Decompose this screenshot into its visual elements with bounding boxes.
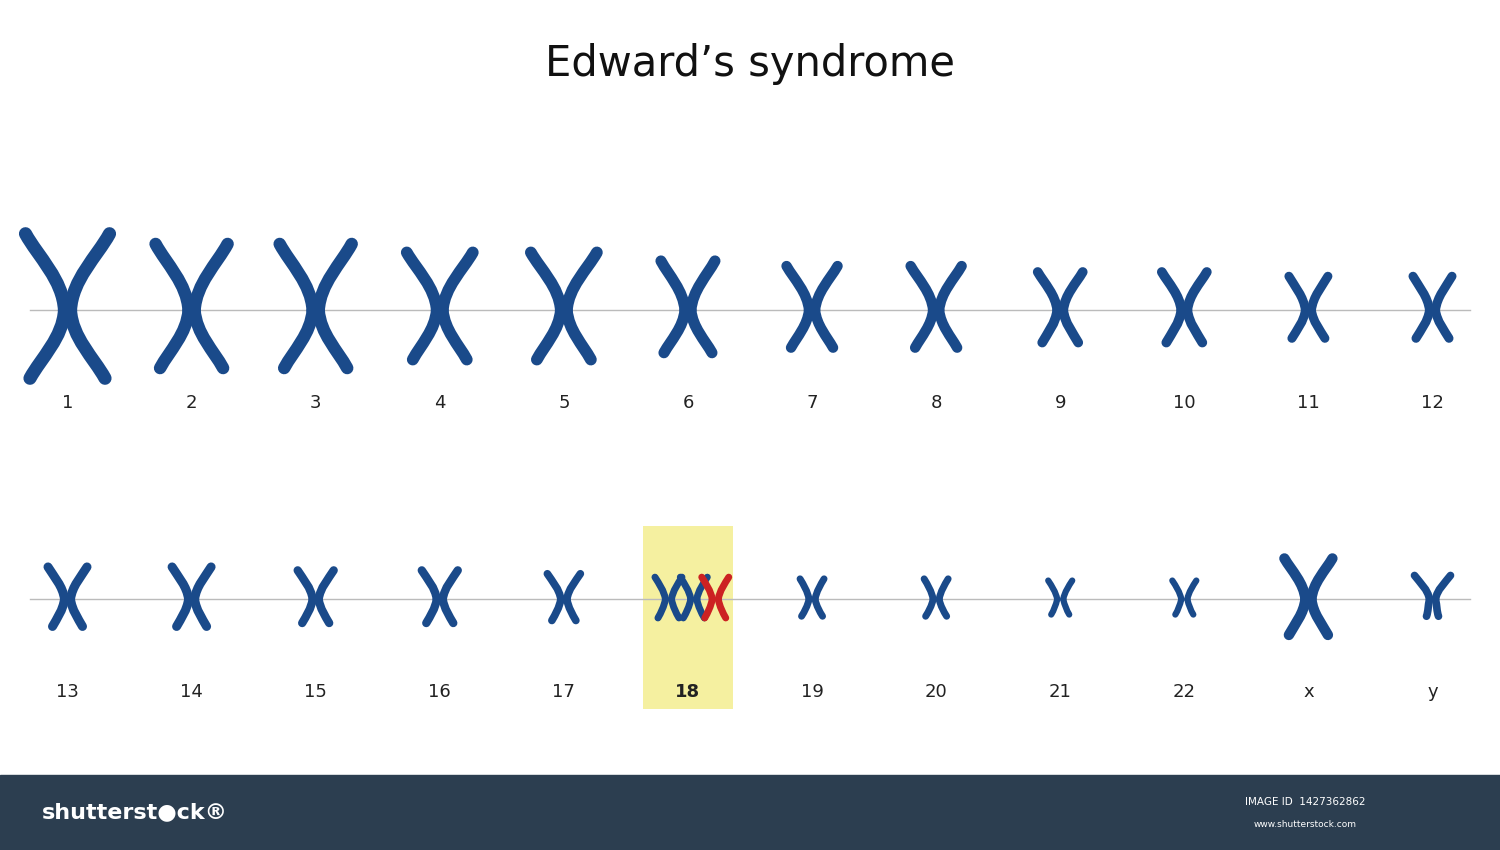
Text: 7: 7 <box>807 394 818 411</box>
Text: Edward’s syndrome: Edward’s syndrome <box>544 42 956 85</box>
Text: 18: 18 <box>675 683 700 700</box>
Text: 19: 19 <box>801 683 824 700</box>
Text: 22: 22 <box>1173 683 1196 700</box>
Text: 5: 5 <box>558 394 570 411</box>
Bar <box>0 775 1500 850</box>
Text: 12: 12 <box>1420 394 1444 411</box>
Text: 20: 20 <box>926 683 948 700</box>
Text: 13: 13 <box>56 683 80 700</box>
Text: 21: 21 <box>1048 683 1071 700</box>
Text: 14: 14 <box>180 683 203 700</box>
Text: 1: 1 <box>62 394 74 411</box>
Text: 6: 6 <box>682 394 693 411</box>
Text: x: x <box>1304 683 1314 700</box>
Text: 15: 15 <box>304 683 327 700</box>
Text: IMAGE ID  1427362862: IMAGE ID 1427362862 <box>1245 797 1365 808</box>
Text: y: y <box>1426 683 1438 700</box>
Text: 16: 16 <box>429 683 451 700</box>
Text: 11: 11 <box>1298 394 1320 411</box>
Text: shutterst●ck®: shutterst●ck® <box>42 802 228 823</box>
Text: 3: 3 <box>310 394 321 411</box>
Text: 9: 9 <box>1054 394 1066 411</box>
Text: 17: 17 <box>552 683 576 700</box>
Text: 10: 10 <box>1173 394 1196 411</box>
Text: 8: 8 <box>930 394 942 411</box>
Text: www.shutterstock.com: www.shutterstock.com <box>1254 820 1356 829</box>
Text: 2: 2 <box>186 394 198 411</box>
Text: 4: 4 <box>433 394 445 411</box>
FancyBboxPatch shape <box>644 526 732 709</box>
